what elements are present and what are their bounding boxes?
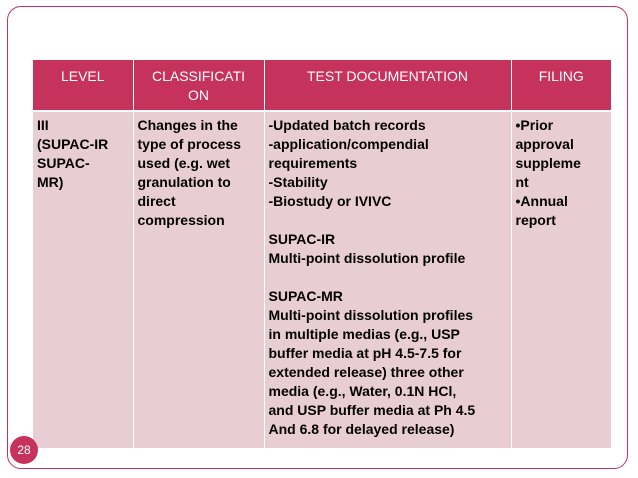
- page-number-badge: 28: [10, 436, 38, 464]
- cell-test-documentation: -Updated batch records -application/comp…: [263, 111, 511, 448]
- cell-classification: Changes in the type of process used (e.g…: [132, 111, 264, 448]
- supac-level-table: LEVEL CLASSIFICATI ON TEST DOCUMENTATION…: [33, 60, 611, 448]
- cell-level: III (SUPAC-IR SUPAC- MR): [33, 111, 133, 448]
- header-classification: CLASSIFICATI ON: [132, 60, 264, 112]
- header-test-documentation: TEST DOCUMENTATION: [263, 60, 511, 112]
- header-level: LEVEL: [33, 60, 133, 112]
- header-filing: FILING: [510, 60, 611, 112]
- table-row: III (SUPAC-IR SUPAC- MR) Changes in the …: [33, 111, 611, 448]
- cell-filing: •Prior approval suppleme nt •Annual repo…: [510, 111, 611, 448]
- table-header-row: LEVEL CLASSIFICATI ON TEST DOCUMENTATION…: [33, 60, 611, 112]
- slide-frame: [7, 6, 628, 469]
